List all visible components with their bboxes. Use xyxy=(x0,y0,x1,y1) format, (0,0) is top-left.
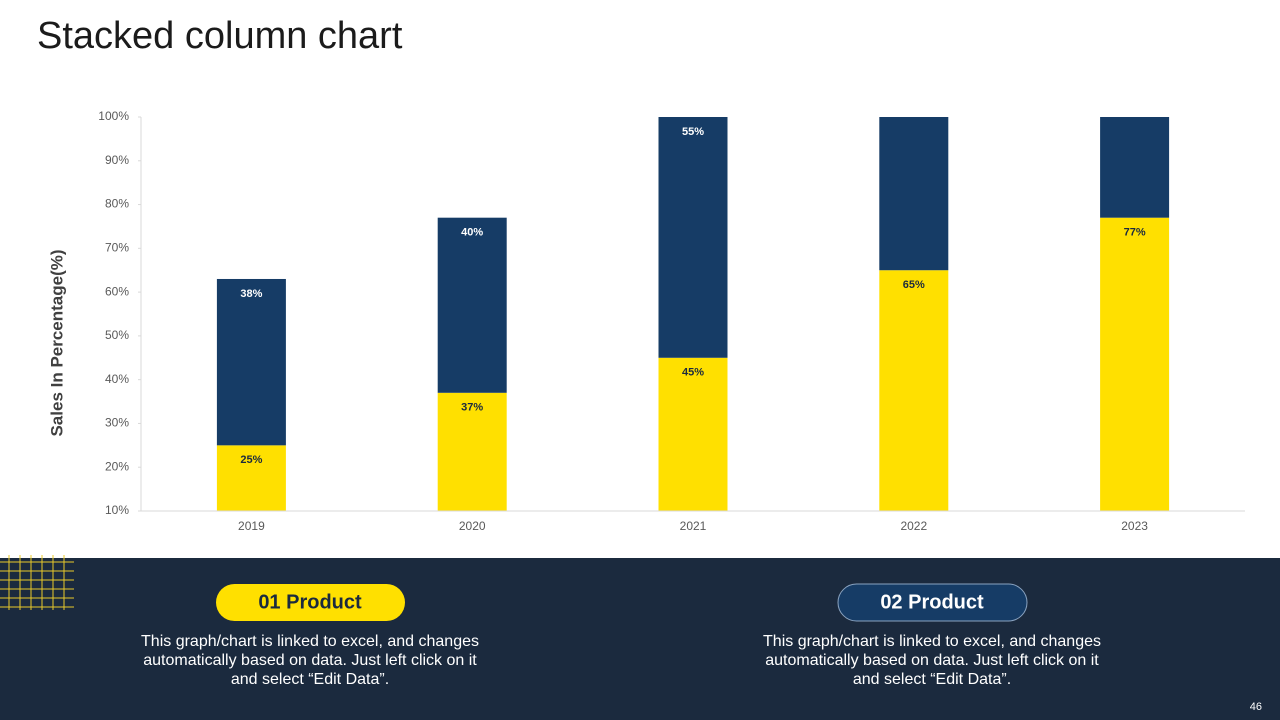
legend-label: 02 Product xyxy=(880,591,984,613)
y-tick-label: 100% xyxy=(98,109,129,123)
x-tick-label: 2023 xyxy=(1121,519,1148,533)
bar-segment xyxy=(1100,117,1170,218)
bar-segment xyxy=(658,117,728,358)
bottom-panel xyxy=(0,558,1280,720)
bar-segment xyxy=(216,278,286,446)
x-tick-label: 2019 xyxy=(238,519,265,533)
bar-segment xyxy=(658,357,728,511)
legend-pill xyxy=(837,583,1028,622)
y-tick-label: 40% xyxy=(105,372,129,386)
legend-pill xyxy=(216,584,405,621)
y-tick-label: 60% xyxy=(105,284,129,298)
description: This graph/chart is linked to excel, and… xyxy=(141,633,479,688)
x-tick-label: 2022 xyxy=(900,519,927,533)
x-tick-label: 2020 xyxy=(459,519,486,533)
data-label: 37% xyxy=(461,402,483,414)
y-tick-label: 20% xyxy=(105,459,129,473)
data-label: 55% xyxy=(682,126,704,138)
y-tick-label: 80% xyxy=(105,197,129,211)
data-label: 65% xyxy=(903,279,925,291)
slide-title: Stacked column chart xyxy=(37,15,403,57)
y-axis-title: Sales In Percentage(%) xyxy=(47,249,66,436)
bar-segment xyxy=(216,445,286,511)
y-tick-label: 30% xyxy=(105,416,129,430)
data-label: 25% xyxy=(240,454,262,466)
data-label: 38% xyxy=(240,288,262,300)
y-tick-label: 70% xyxy=(105,241,129,255)
y-tick-label: 90% xyxy=(105,153,129,167)
bar-segment xyxy=(879,117,949,271)
bar-segment xyxy=(437,217,507,393)
data-label: 45% xyxy=(682,367,704,379)
description: This graph/chart is linked to excel, and… xyxy=(763,633,1101,688)
y-tick-label: 10% xyxy=(105,503,129,517)
x-tick-label: 2021 xyxy=(680,519,707,533)
y-tick-label: 50% xyxy=(105,328,129,342)
data-label: 77% xyxy=(1124,227,1146,239)
legend-label: 01 Product xyxy=(258,591,362,613)
bar-segment xyxy=(437,392,507,511)
decor-grid xyxy=(0,555,74,610)
bar-segment xyxy=(879,270,949,511)
plot: 10% 20% 30% 40% 50% 60% 70% 80% 90% 100% 2019 25% 38… xyxy=(98,109,1245,533)
bar-segment xyxy=(1100,217,1170,511)
page-number: 46 xyxy=(1250,701,1262,713)
data-label: 40% xyxy=(461,227,483,239)
